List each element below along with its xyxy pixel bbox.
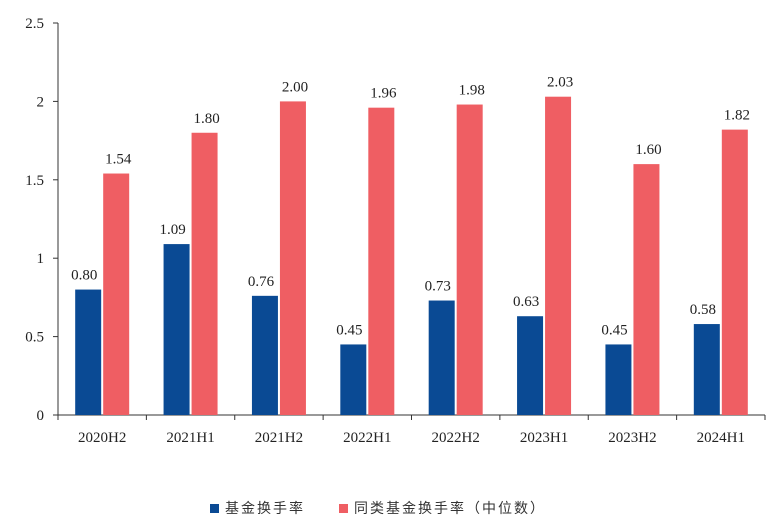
- data-label-fund-turnover: 0.80: [71, 268, 97, 284]
- y-tick-label: 2: [37, 94, 45, 110]
- legend-item-fund-turnover: 基金换手率: [210, 498, 305, 518]
- legend-swatch-peer-median: [339, 503, 348, 513]
- x-tick-label: 2022H1: [343, 430, 391, 446]
- legend-label-fund-turnover: 基金换手率: [225, 501, 305, 517]
- x-tick-label: 2022H2: [432, 430, 480, 446]
- data-label-peer-median: 1.60: [635, 142, 661, 158]
- data-label-fund-turnover: 0.45: [601, 322, 627, 338]
- data-labels: 0.80 1.54 1.09 1.80 0.76 2.00 0.45 1.96 0.73 1.98…: [71, 75, 750, 339]
- bar-peer-median: [456, 104, 483, 415]
- bar-peer-median: [279, 101, 306, 416]
- y-tick-label: 0.5: [25, 330, 44, 346]
- data-label-peer-median: 1.96: [370, 86, 397, 102]
- data-label-peer-median: 2.00: [282, 79, 308, 95]
- bar-fund-turnover: [605, 344, 632, 415]
- data-label-peer-median: 1.98: [459, 83, 485, 99]
- x-tick-label: 2023H2: [608, 430, 656, 446]
- bars: [75, 96, 748, 416]
- data-label-fund-turnover: 1.09: [159, 222, 185, 238]
- data-label-peer-median: 2.03: [547, 75, 573, 91]
- data-label-fund-turnover: 0.76: [248, 274, 275, 290]
- data-label-peer-median: 1.82: [724, 108, 750, 124]
- bar-fund-turnover: [251, 295, 278, 415]
- legend-label-peer-median: 同类基金换手率（中位数）: [354, 501, 546, 517]
- data-label-fund-turnover: 0.45: [336, 322, 362, 338]
- x-tick-label: 2023H1: [520, 430, 568, 446]
- x-tick-label: 2021H2: [255, 430, 303, 446]
- bar-fund-turnover: [517, 316, 544, 415]
- x-tick-label: 2020H2: [78, 430, 126, 446]
- bar-fund-turnover: [75, 289, 102, 415]
- bar-peer-median: [545, 96, 572, 416]
- legend: 基金换手率 同类基金换手率（中位数）: [210, 496, 580, 520]
- bar-fund-turnover: [163, 244, 190, 415]
- y-tick-label: 2.5: [25, 16, 44, 32]
- data-label-fund-turnover: 0.58: [690, 302, 716, 318]
- x-tick-label: 2021H1: [166, 430, 214, 446]
- y-axis: 0 0.5 1 1.5 2 2.5: [25, 16, 59, 424]
- x-axis: 2020H2 2021H1 2021H2 2022H1 2022H2 2023H1 2023…: [57, 414, 766, 446]
- x-tick-label: 2024H1: [697, 430, 745, 446]
- bar-fund-turnover: [428, 300, 455, 415]
- bar-peer-median: [191, 132, 218, 415]
- y-tick-label: 0: [37, 408, 45, 424]
- data-label-peer-median: 1.54: [105, 152, 132, 168]
- data-label-fund-turnover: 0.63: [513, 294, 539, 310]
- y-tick-label: 1.5: [25, 173, 44, 189]
- data-label-fund-turnover: 0.73: [425, 279, 451, 295]
- bar-peer-median: [103, 173, 130, 415]
- legend-item-peer-median: 同类基金换手率（中位数）: [339, 498, 546, 518]
- bar-peer-median: [721, 129, 748, 415]
- bar-peer-median: [368, 107, 395, 415]
- data-label-peer-median: 1.80: [193, 111, 219, 127]
- legend-swatch-fund-turnover: [210, 503, 219, 513]
- bar-fund-turnover: [693, 324, 720, 415]
- y-tick-label: 1: [37, 251, 45, 267]
- bar-fund-turnover: [340, 344, 367, 415]
- bar-peer-median: [633, 164, 660, 415]
